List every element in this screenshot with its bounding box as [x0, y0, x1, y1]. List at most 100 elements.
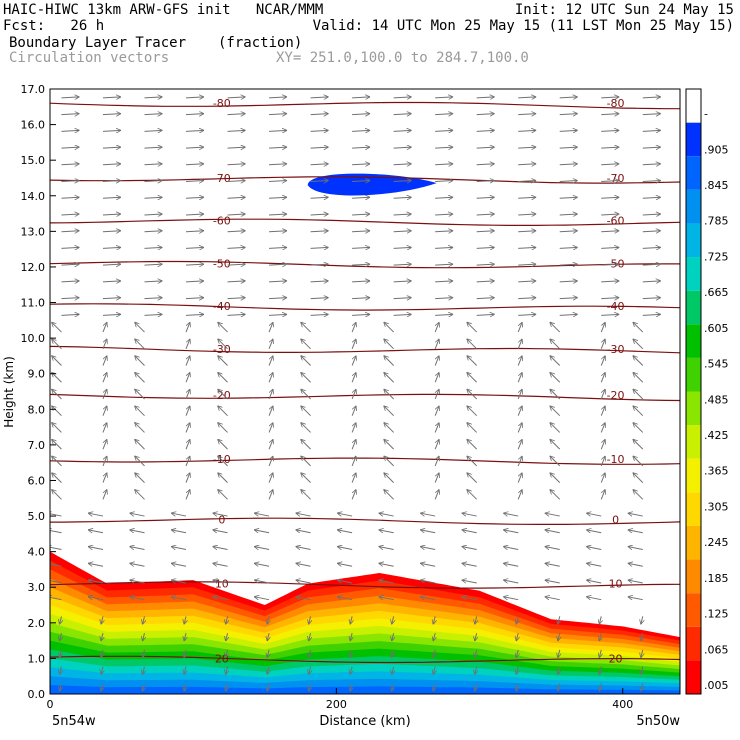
circulation-vector	[467, 456, 478, 467]
circulation-vector	[384, 456, 394, 467]
isotherm-label: -40	[213, 300, 231, 313]
circulation-vector	[350, 633, 352, 641]
circulation-vector	[393, 164, 412, 165]
circulation-vector	[476, 114, 495, 115]
circulation-vector	[384, 356, 394, 366]
circulation-vector	[558, 649, 560, 658]
circulation-vector	[435, 181, 453, 182]
isotherm-line	[50, 457, 680, 465]
circulation-vector	[434, 339, 439, 349]
circulation-vector	[144, 281, 163, 282]
circulation-vector	[642, 164, 661, 165]
circulation-vector	[559, 231, 578, 232]
circulation-vector	[301, 339, 311, 350]
circulation-vector	[269, 164, 287, 165]
circulation-vector	[476, 247, 495, 248]
circulation-vector	[642, 130, 661, 131]
circulation-vector	[475, 683, 477, 691]
circulation-vector	[337, 580, 353, 584]
circulation-vector	[420, 513, 436, 517]
circulation-vector	[435, 147, 453, 148]
circulation-vector	[393, 181, 412, 182]
circulation-vector	[185, 147, 204, 148]
circulation-vector	[51, 322, 62, 333]
circulation-vector	[601, 281, 619, 282]
circulation-vector	[467, 339, 478, 350]
circulation-vector	[130, 513, 145, 517]
circulation-vector	[301, 439, 311, 450]
circulation-vector	[642, 97, 661, 98]
circulation-vector	[51, 489, 62, 500]
circulation-vector	[301, 322, 311, 333]
circulation-vector	[435, 164, 453, 165]
circulation-vector	[434, 473, 439, 483]
circulation-vector	[88, 547, 104, 551]
circulation-vector	[310, 247, 329, 248]
circulation-vector	[61, 130, 79, 131]
circulation-vector	[301, 422, 311, 433]
circulation-vector	[144, 214, 163, 215]
y-tick-label: 9.0	[28, 368, 46, 381]
circulation-vector	[218, 456, 228, 467]
isotherm-label: -50	[213, 257, 231, 270]
circulation-vector	[601, 247, 619, 248]
isotherm-label: -60	[607, 215, 625, 228]
circulation-vector	[518, 314, 536, 315]
circulation-vector	[350, 616, 352, 624]
circulation-vector	[144, 164, 163, 165]
circulation-vector	[476, 231, 495, 232]
circulation-vector	[310, 231, 329, 232]
circulation-vector	[420, 563, 436, 567]
circulation-vector	[61, 281, 79, 282]
circulation-vector	[601, 298, 619, 299]
circulation-vector	[550, 489, 561, 500]
circulation-vector	[301, 489, 311, 500]
circulation-vector	[269, 314, 287, 315]
circulation-vector	[517, 322, 522, 333]
circulation-vector	[88, 513, 104, 517]
circulation-vector	[268, 406, 273, 416]
circulation-vector	[352, 147, 370, 148]
circulation-vector	[218, 473, 228, 483]
circulation-vector	[503, 530, 519, 534]
circulation-vector	[633, 456, 644, 467]
circulation-vector	[59, 683, 61, 691]
circulation-vector	[185, 114, 204, 115]
isotherm-label: 20	[609, 652, 623, 665]
circulation-vector	[503, 597, 519, 601]
circulation-vector	[102, 181, 121, 182]
colorbar-swatch	[686, 626, 701, 661]
circulation-vector	[268, 372, 273, 383]
circulation-vector	[269, 130, 287, 131]
circulation-vector	[642, 147, 661, 148]
circulation-vector	[185, 314, 204, 315]
circulation-vector	[269, 298, 287, 299]
circulation-vector	[102, 406, 107, 416]
circulation-vector	[102, 456, 107, 467]
y-tick-label: 2.0	[28, 617, 46, 630]
circulation-vector	[352, 314, 370, 315]
circulation-vector	[633, 422, 644, 433]
circulation-vector	[144, 197, 163, 198]
colorbar-swatch	[686, 425, 701, 459]
circulation-vector	[433, 683, 435, 691]
circulation-vector	[434, 439, 439, 450]
circulation-vector	[599, 683, 601, 691]
circulation-vector	[144, 97, 163, 98]
isotherm-line	[50, 218, 680, 226]
circulation-vector	[516, 666, 518, 675]
circulation-vector	[586, 547, 602, 551]
circulation-vector	[633, 372, 644, 383]
circulation-vector	[475, 633, 477, 641]
colorbar-swatch	[686, 290, 701, 325]
colorbar-swatch	[686, 122, 701, 157]
colorbar-swatch	[686, 223, 701, 258]
circulation-vector	[467, 422, 478, 433]
circulation-vector	[88, 597, 104, 601]
isotherm-label: -20	[213, 389, 231, 402]
circulation-vector	[143, 633, 145, 641]
y-tick-label: 15.0	[21, 154, 46, 167]
circulation-vector	[310, 214, 329, 215]
circulation-vector	[101, 633, 103, 641]
circulation-vector	[503, 563, 519, 567]
